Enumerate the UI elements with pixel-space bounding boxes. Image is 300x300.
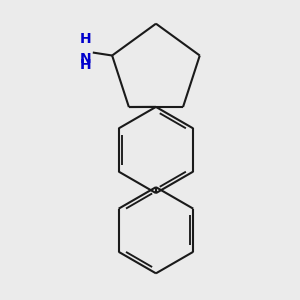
Text: N: N <box>80 52 91 66</box>
Text: H: H <box>80 32 91 46</box>
Text: H: H <box>80 58 91 72</box>
